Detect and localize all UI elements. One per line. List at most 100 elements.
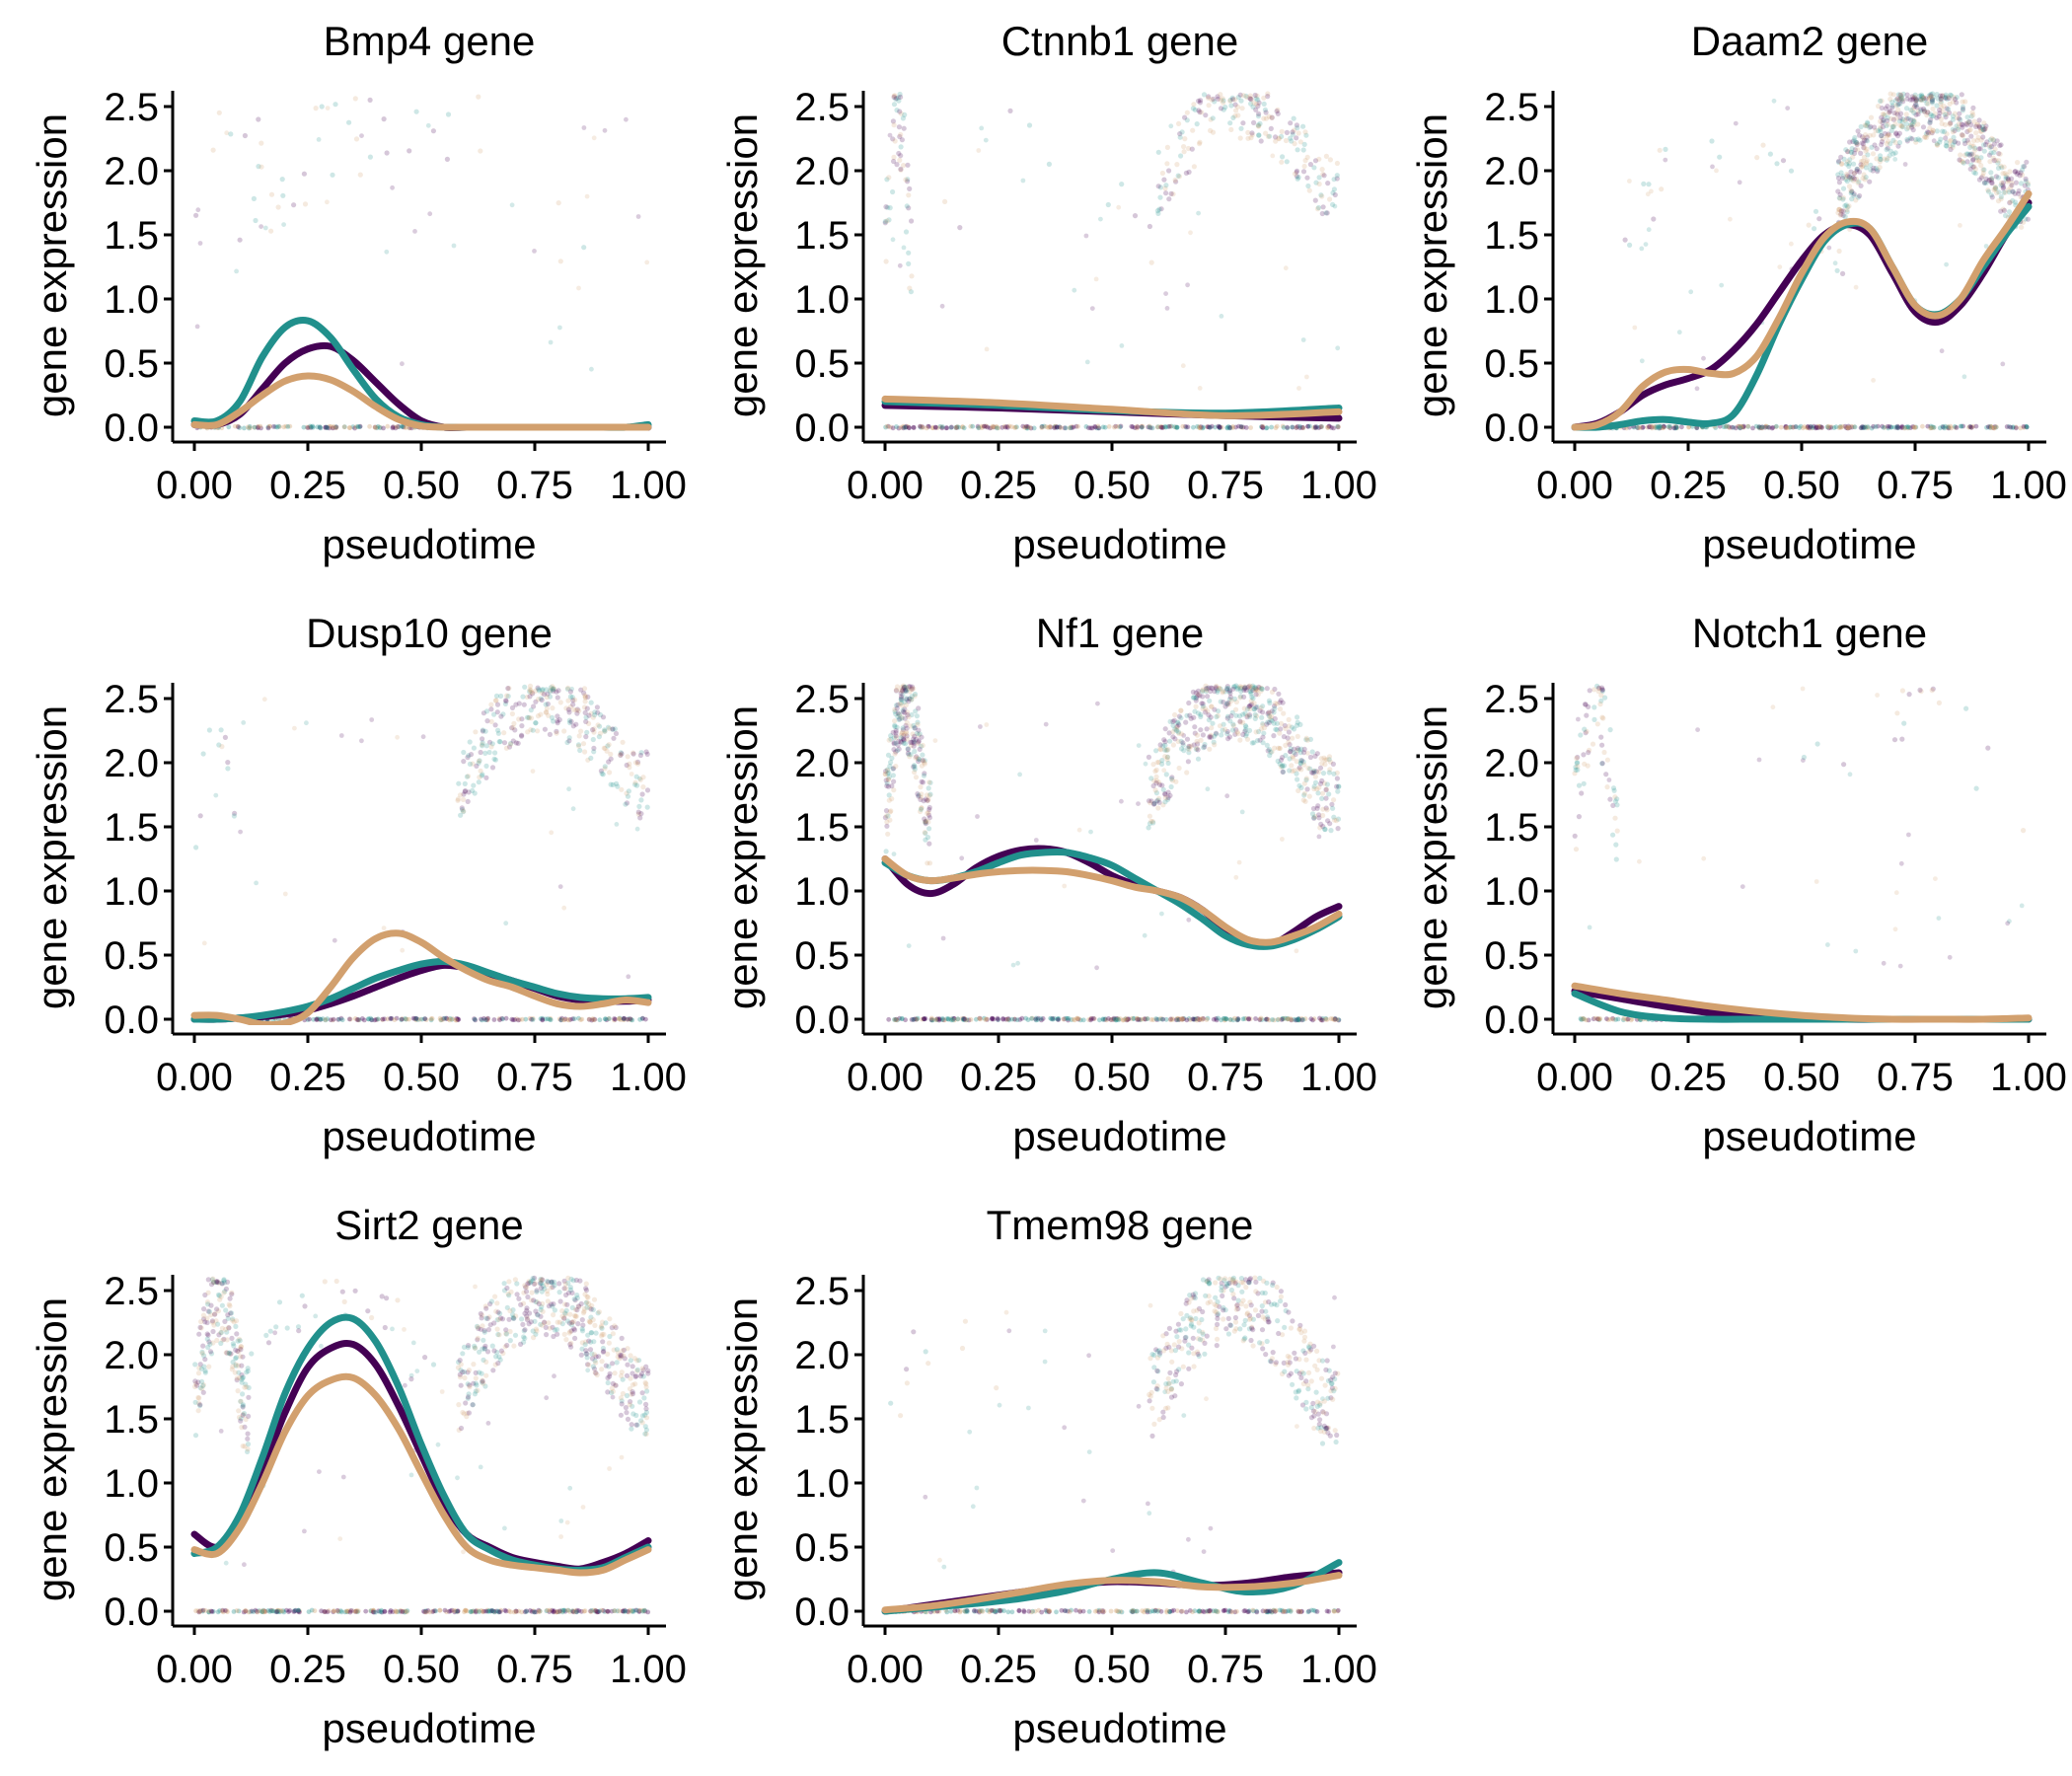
data-point: [1843, 425, 1849, 430]
data-point: [201, 1353, 207, 1359]
data-point: [1988, 192, 1994, 198]
data-point: [1851, 171, 1858, 177]
data-point: [220, 1609, 226, 1615]
data-point: [1250, 696, 1256, 702]
data-point: [906, 699, 912, 704]
data-point: [1909, 108, 1915, 113]
data-point: [954, 425, 959, 430]
data-point: [1979, 123, 1985, 129]
data-point: [982, 423, 987, 429]
data-point: [1202, 741, 1208, 748]
data-point: [1233, 706, 1239, 712]
data-point: [595, 709, 601, 715]
data-point: [512, 727, 518, 733]
data-point: [1840, 174, 1846, 180]
data-point: [1142, 1016, 1147, 1022]
data-point: [1307, 736, 1313, 743]
data-point: [1198, 1016, 1203, 1022]
data-point: [526, 715, 532, 721]
data-point: [903, 688, 910, 695]
data-point: [1724, 423, 1730, 429]
data-point: [325, 199, 330, 205]
data-point: [1913, 136, 1919, 143]
data-point: [1701, 355, 1706, 361]
data-point: [206, 1364, 212, 1369]
data-point: [1610, 785, 1617, 791]
data-point: [890, 729, 896, 736]
data-point: [886, 1016, 892, 1022]
data-point: [1014, 424, 1019, 430]
data-point: [578, 687, 584, 693]
data-point: [1254, 703, 1260, 710]
data-point: [1902, 162, 1908, 167]
data-point: [281, 222, 286, 228]
data-point: [1296, 1017, 1302, 1023]
data-point: [544, 709, 550, 715]
data-point: [1949, 93, 1955, 99]
data-point: [891, 740, 897, 746]
data-point: [898, 696, 905, 702]
data-point: [898, 688, 904, 694]
data-point: [1310, 805, 1317, 812]
data-point: [447, 1016, 453, 1021]
data-point: [1625, 1016, 1631, 1022]
data-point: [625, 1016, 629, 1022]
data-point: [539, 697, 545, 703]
data-point: [313, 1313, 319, 1319]
data-point: [1242, 685, 1248, 691]
data-point: [1666, 424, 1672, 430]
data-point: [1294, 174, 1299, 180]
data-point: [898, 739, 904, 745]
data-point: [231, 1609, 237, 1614]
data-point: [1191, 1016, 1196, 1022]
data-point: [475, 1387, 481, 1393]
data-point: [1290, 754, 1295, 760]
data-point: [1269, 708, 1275, 714]
data-point: [513, 702, 519, 707]
data-point: [1971, 170, 1977, 176]
data-point: [444, 156, 450, 162]
data-point: [1176, 722, 1182, 728]
data-point: [228, 1351, 234, 1357]
data-point: [1075, 1016, 1081, 1022]
data-point: [605, 1351, 611, 1357]
data-point: [538, 1306, 544, 1313]
data-point: [630, 751, 636, 757]
data-point: [1877, 165, 1883, 171]
data-point: [404, 1016, 409, 1022]
data-point: [1895, 101, 1901, 107]
data-point: [1175, 729, 1181, 735]
data-point: [1312, 813, 1318, 820]
data-point: [1183, 423, 1188, 429]
data-point: [1246, 712, 1253, 718]
data-point: [1191, 164, 1197, 170]
data-point: [1296, 1016, 1301, 1022]
data-point: [229, 1367, 235, 1372]
data-point: [485, 1608, 491, 1614]
data-point: [1165, 747, 1171, 753]
data-point: [430, 128, 436, 134]
data-point: [890, 136, 896, 142]
data-point: [603, 1016, 609, 1022]
data-point: [1928, 423, 1934, 429]
data-point: [480, 727, 485, 733]
data-point: [1116, 1017, 1122, 1023]
data-point: [1163, 772, 1169, 777]
data-point: [885, 752, 892, 758]
data-point: [200, 1312, 206, 1318]
data-point: [883, 777, 889, 783]
data-point: [217, 1296, 223, 1302]
data-point: [1899, 118, 1905, 125]
data-point: [926, 860, 933, 866]
data-point: [1162, 795, 1169, 801]
data-point: [1586, 1017, 1591, 1023]
data-point: [503, 745, 509, 751]
data-point: [1890, 151, 1896, 157]
data-point: [528, 689, 534, 696]
data-point: [375, 423, 381, 429]
data-point: [1897, 101, 1903, 107]
data-point: [1238, 125, 1244, 131]
data-point: [1273, 138, 1279, 144]
data-point: [902, 699, 908, 705]
data-point: [1860, 424, 1865, 429]
